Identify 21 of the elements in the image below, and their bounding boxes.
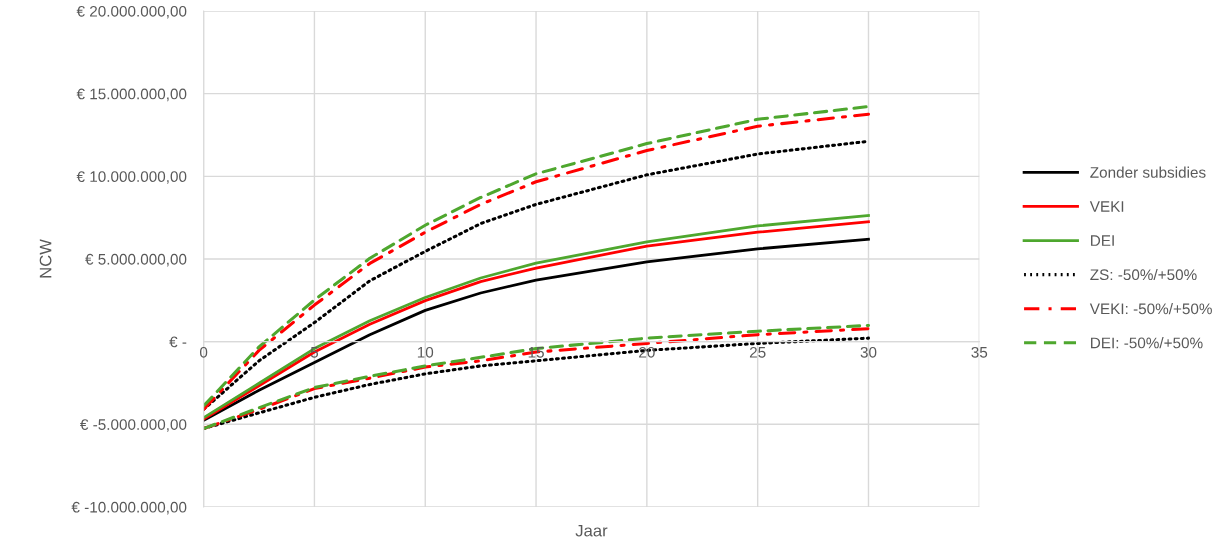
y-tick-label: € 5.000.000,00 [85, 253, 187, 267]
y-tick-label: € 20.000.000,00 [76, 5, 187, 19]
y-tick-label: € - [169, 336, 187, 348]
y-axis-title: NCW [39, 239, 52, 278]
x-tick-label: 25 [749, 346, 766, 358]
x-tick-label: 0 [199, 346, 208, 358]
x-tick-label: 35 [971, 346, 988, 358]
legend-label: ZS: -50%/+50% [1090, 268, 1197, 281]
y-tick-label: € 15.000.000,00 [76, 88, 187, 102]
legend-label: VEKI [1089, 201, 1124, 212]
x-axis-title: Jaar [575, 524, 608, 537]
x-tick-label: 30 [860, 346, 877, 358]
legend-label: DEI [1091, 235, 1114, 246]
y-tick-label: € 10.000.000,00 [76, 171, 187, 184]
y-tick-label: € -10.000.000,00 [71, 501, 187, 515]
y-tick-label: € -5.000.000,00 [80, 419, 187, 432]
x-tick-label: 5 [310, 347, 319, 358]
x-tick-label: 10 [417, 346, 434, 358]
legend-label: Zonder subsidies [1090, 166, 1206, 178]
legend-label: DEI: -50%/+50% [1091, 337, 1203, 349]
legend-label: VEKI: -50%/+50% [1089, 303, 1212, 315]
